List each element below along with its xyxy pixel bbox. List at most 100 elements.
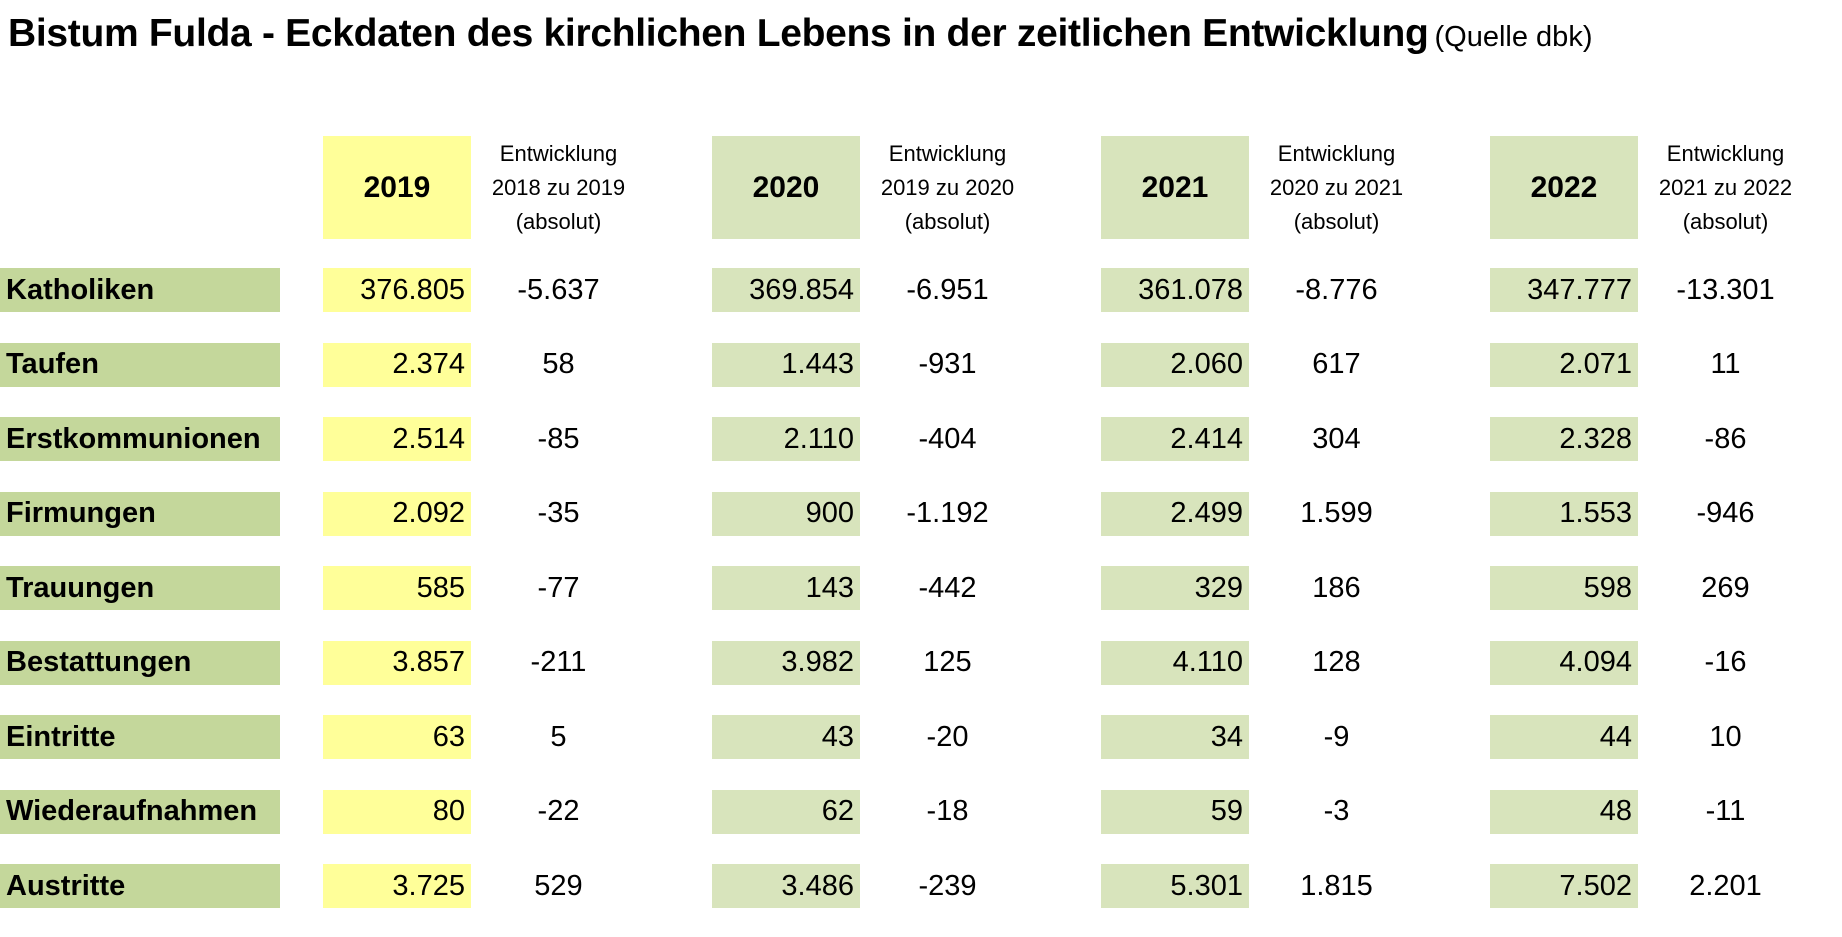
value-cell: 143 <box>712 566 860 610</box>
year-header: 2019 <box>323 136 471 239</box>
delta-cell: -239 <box>918 869 977 902</box>
development-header: Entwicklung 2020 zu 2021 (absolut) <box>1249 136 1424 239</box>
year-block-2021: 2021 Entwicklung 2020 zu 2021 (absolut) <box>1101 136 1424 239</box>
delta-cell: -5.637 <box>517 273 600 306</box>
value-cell: 3.486 <box>712 864 860 908</box>
delta-cell: 125 <box>923 646 972 678</box>
table-row: Bestattungen 3.857 -211 3.982 125 4.110 128… <box>0 639 1842 687</box>
development-header-line: (absolut) <box>1293 208 1380 234</box>
value-cell: 585 <box>323 566 471 610</box>
year-block-2019: 2019 Entwicklung 2018 zu 2019 (absolut) <box>323 136 646 239</box>
delta-cell: 186 <box>1312 571 1361 604</box>
development-header-line: (absolut) <box>904 208 991 234</box>
title-main: Bistum Fulda - Eckdaten des kirchlichen … <box>8 12 1429 55</box>
delta-cell: 617 <box>1312 348 1361 380</box>
value-cell: 63 <box>323 715 471 759</box>
row-label: Firmungen <box>0 491 280 536</box>
table-row: Austritte 3.725 529 3.486 -239 5.301 1.815 … <box>0 862 1842 910</box>
value-cell: 43 <box>712 715 860 759</box>
delta-cell: 304 <box>1312 422 1361 455</box>
title-source: (Quelle dbk) <box>1434 21 1593 53</box>
delta-cell: -211 <box>530 646 587 678</box>
delta-cell: 529 <box>534 869 583 902</box>
value-cell: 2.499 <box>1101 491 1249 536</box>
row-label: Wiederaufnahmen <box>0 789 280 834</box>
delta-cell: -442 <box>918 571 977 604</box>
table-row: Erstkommunionen 2.514 -85 2.110 -404 2.414… <box>0 415 1842 463</box>
development-header-line: (absolut) <box>515 208 602 234</box>
value-cell: 5.301 <box>1101 864 1249 908</box>
delta-cell: -22 <box>537 795 580 827</box>
development-header-line: 2021 zu 2022 <box>1658 174 1793 200</box>
delta-cell: -9 <box>1323 720 1350 753</box>
delta-cell: -18 <box>926 795 969 827</box>
year-block-2020: 2020 Entwicklung 2019 zu 2020 (absolut) <box>712 136 1035 239</box>
delta-cell: 5 <box>550 720 567 753</box>
delta-cell: 1.815 <box>1300 869 1373 902</box>
table-header-row: 2019 Entwicklung 2018 zu 2019 (absolut) … <box>0 136 1842 239</box>
year-block-2022: 2022 Entwicklung 2021 zu 2022 (absolut) <box>1490 136 1813 239</box>
value-cell: 2.414 <box>1101 417 1249 461</box>
development-header-line: 2020 zu 2021 <box>1269 174 1404 200</box>
table-row: Trauungen 585 -77 143 -442 329 186 598 269 <box>0 564 1842 612</box>
row-label: Austritte <box>0 864 280 908</box>
value-cell: 4.110 <box>1101 640 1249 685</box>
value-cell: 4.094 <box>1490 640 1638 685</box>
development-header-line: (absolut) <box>1682 208 1769 234</box>
delta-cell: -13.301 <box>1676 273 1775 306</box>
delta-cell: -1.192 <box>906 497 989 529</box>
row-label: Erstkommunionen <box>0 417 280 461</box>
value-cell: 7.502 <box>1490 864 1638 908</box>
delta-cell: -6.951 <box>906 273 989 306</box>
year-header: 2020 <box>712 136 860 239</box>
value-cell: 3.982 <box>712 640 860 685</box>
delta-cell: -3 <box>1323 795 1350 827</box>
row-label: Bestattungen <box>0 640 280 685</box>
development-header-line: 2019 zu 2020 <box>880 174 1015 200</box>
value-cell: 2.071 <box>1490 342 1638 387</box>
table-row: Katholiken 376.805 -5.637 369.854 -6.951 3… <box>0 266 1842 314</box>
development-header-line: Entwicklung <box>1277 140 1396 166</box>
value-cell: 2.514 <box>323 417 471 461</box>
value-cell: 2.060 <box>1101 342 1249 387</box>
delta-cell: 128 <box>1312 646 1361 678</box>
delta-cell: 58 <box>542 348 575 380</box>
delta-cell: -946 <box>1696 497 1755 529</box>
table-row: Firmungen 2.092 -35 900 -1.192 2.499 1.599 … <box>0 490 1842 538</box>
value-cell: 62 <box>712 789 860 834</box>
delta-cell: 269 <box>1701 571 1750 604</box>
development-header-line: 2018 zu 2019 <box>491 174 626 200</box>
value-cell: 1.443 <box>712 342 860 387</box>
delta-cell: -86 <box>1704 422 1747 455</box>
table-row: Taufen 2.374 58 1.443 -931 2.060 617 2.071 1… <box>0 341 1842 389</box>
delta-cell: -77 <box>537 571 580 604</box>
year-header: 2022 <box>1490 136 1638 239</box>
delta-cell: -85 <box>537 422 580 455</box>
delta-cell: -931 <box>918 348 977 380</box>
value-cell: 3.725 <box>323 864 471 908</box>
value-cell: 2.092 <box>323 491 471 536</box>
value-cell: 44 <box>1490 715 1638 759</box>
value-cell: 347.777 <box>1490 268 1638 312</box>
development-header: Entwicklung 2019 zu 2020 (absolut) <box>860 136 1035 239</box>
value-cell: 369.854 <box>712 268 860 312</box>
value-cell: 361.078 <box>1101 268 1249 312</box>
delta-cell: -20 <box>926 720 969 753</box>
development-header: Entwicklung 2018 zu 2019 (absolut) <box>471 136 646 239</box>
year-header: 2021 <box>1101 136 1249 239</box>
value-cell: 376.805 <box>323 268 471 312</box>
delta-cell: -35 <box>537 497 580 529</box>
table-row: Eintritte 63 5 43 -20 34 -9 44 10 <box>0 713 1842 761</box>
value-cell: 2.328 <box>1490 417 1638 461</box>
development-header-line: Entwicklung <box>888 140 1007 166</box>
delta-cell: 10 <box>1709 720 1742 753</box>
development-header-line: Entwicklung <box>1666 140 1785 166</box>
data-table: 2019 Entwicklung 2018 zu 2019 (absolut) … <box>0 136 1842 937</box>
value-cell: 3.857 <box>323 640 471 685</box>
development-header-line: Entwicklung <box>499 140 618 166</box>
row-label: Taufen <box>0 342 280 387</box>
row-label: Eintritte <box>0 715 280 759</box>
delta-cell: 11 <box>1710 348 1741 380</box>
value-cell: 2.110 <box>712 417 860 461</box>
development-header: Entwicklung 2021 zu 2022 (absolut) <box>1638 136 1813 239</box>
